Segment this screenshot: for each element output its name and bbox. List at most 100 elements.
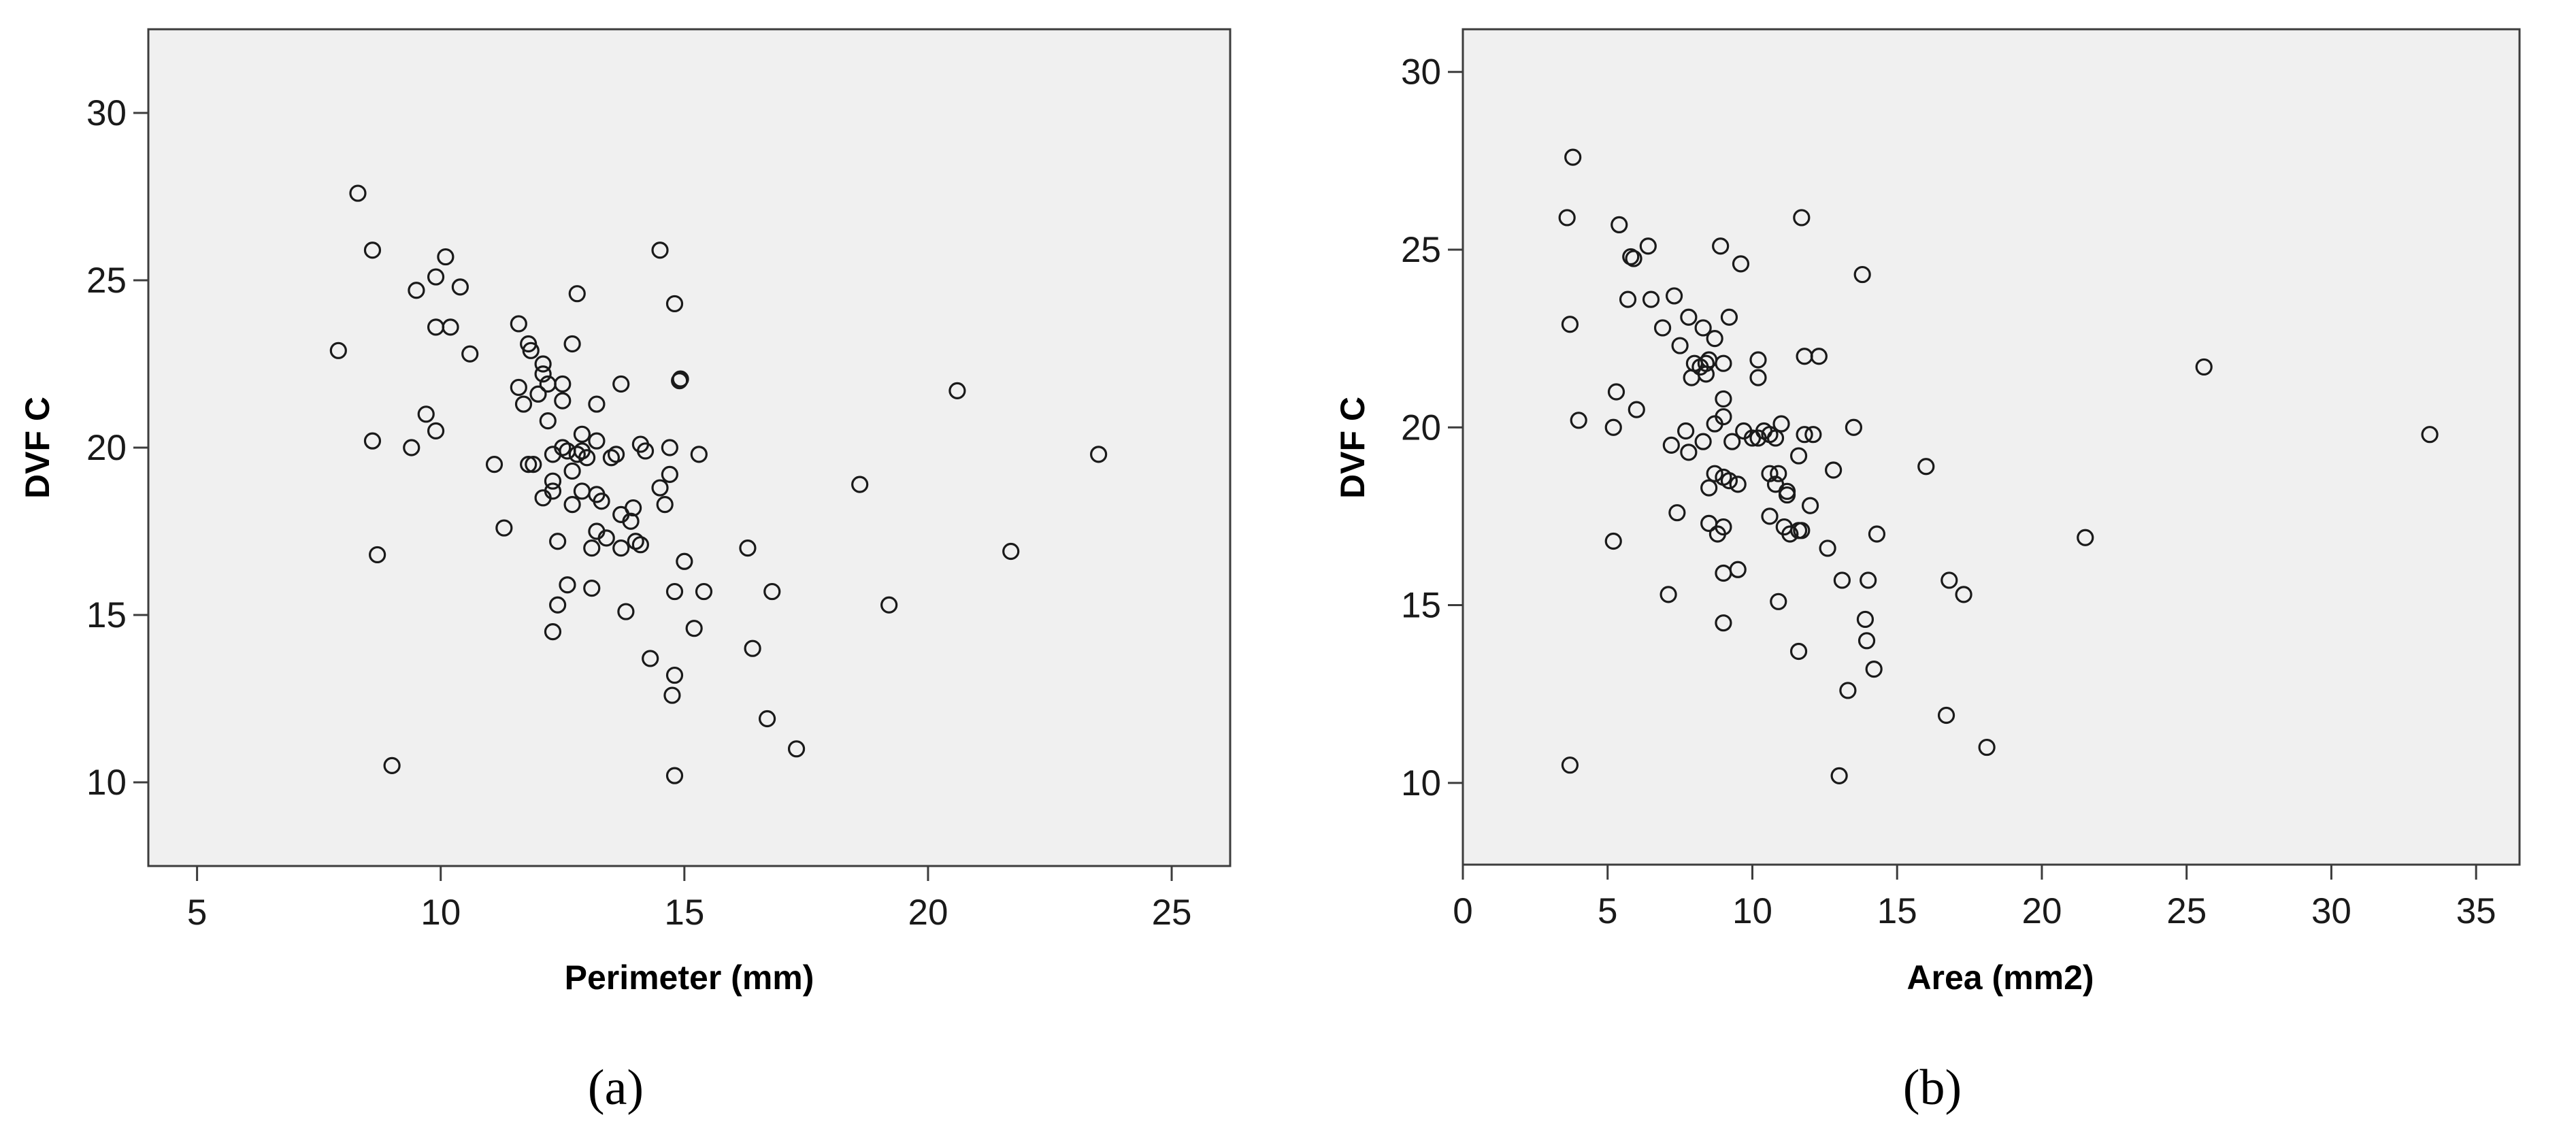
data-point	[1570, 412, 1587, 429]
panel-label-b: (b)	[1903, 1060, 1962, 1116]
data-point	[1853, 265, 1871, 284]
data-point	[1625, 250, 1642, 267]
data-point	[1955, 586, 1972, 603]
data-point	[1659, 586, 1677, 603]
y-tick-label-b: 20	[1401, 407, 1441, 448]
axes-a: 5 10 15 20 25 10 15 20 25 30	[86, 93, 1191, 933]
data-point	[549, 596, 567, 614]
data-point	[1604, 532, 1622, 550]
data-point	[383, 756, 401, 775]
data-point	[573, 425, 591, 443]
data-point	[349, 184, 367, 202]
data-point	[651, 242, 669, 259]
data-point	[663, 686, 681, 704]
data-point	[544, 482, 562, 500]
data-point	[549, 533, 567, 550]
data-point	[672, 370, 689, 388]
data-point	[554, 392, 572, 410]
data-point	[1700, 479, 1718, 497]
data-point	[1694, 319, 1712, 337]
data-point	[442, 318, 459, 336]
x-tick-label-a: 15	[664, 893, 704, 933]
data-point	[1706, 465, 1723, 482]
data-point	[1622, 248, 1640, 266]
data-point	[563, 496, 581, 514]
data-point	[763, 582, 781, 601]
data-point	[1729, 476, 1747, 493]
data-point	[665, 666, 684, 684]
data-point	[651, 479, 669, 497]
data-point	[597, 529, 615, 547]
data-point	[534, 365, 552, 383]
data-point	[1793, 522, 1811, 539]
data-point	[1804, 426, 1822, 444]
data-point	[1978, 738, 1996, 756]
x-tick-label-b: 0	[1453, 891, 1472, 931]
data-point	[1778, 482, 1796, 500]
data-point	[510, 315, 527, 333]
data-point	[625, 499, 642, 517]
data-point	[1720, 308, 1738, 326]
data-point	[607, 446, 625, 463]
data-point	[695, 582, 713, 601]
data-point	[1865, 660, 1883, 678]
data-point	[1729, 561, 1747, 578]
data-point	[520, 455, 538, 473]
plot-area-a	[147, 28, 1232, 867]
x-axis-title-b: Area (mm2)	[1906, 959, 2094, 997]
data-point	[1801, 497, 1819, 514]
data-point	[622, 512, 640, 530]
data-point	[1825, 461, 1843, 479]
y-tick-label-b: 10	[1401, 763, 1441, 803]
data-point	[1781, 525, 1799, 543]
data-point	[1789, 642, 1808, 661]
data-point	[1749, 369, 1767, 386]
data-point	[329, 342, 347, 359]
data-point	[851, 476, 869, 493]
data-point	[1868, 525, 1886, 543]
data-point	[510, 378, 527, 397]
plot-area-b	[1462, 28, 2521, 866]
data-point	[539, 412, 557, 430]
data-point	[363, 432, 382, 450]
panel-b: 0 5 10 15 20 25 30 35 10 15 20 25 30 Area (mm2) DVF …	[1334, 28, 2521, 1116]
data-point	[1561, 756, 1579, 774]
data-point	[1839, 682, 1857, 699]
data-point	[1002, 542, 1020, 561]
data-point	[1619, 290, 1637, 308]
data-point	[1642, 290, 1660, 308]
data-point	[1671, 337, 1689, 354]
data-point	[495, 519, 513, 537]
axes-b: 0 5 10 15 20 25 30 35 10 15 20 25 30	[1401, 52, 2496, 931]
data-point	[403, 439, 420, 456]
x-tick-label-b: 10	[1732, 891, 1772, 931]
points-b	[1558, 148, 2439, 784]
data-point	[656, 496, 674, 514]
data-point	[1770, 465, 1787, 482]
data-point	[554, 439, 572, 456]
data-point	[529, 385, 547, 403]
data-point	[1796, 426, 1813, 444]
data-point	[1770, 593, 1787, 610]
data-point	[612, 375, 630, 393]
data-point	[685, 620, 703, 637]
y-tick-label-b: 15	[1401, 586, 1441, 626]
data-point	[427, 422, 445, 440]
data-point	[588, 432, 606, 450]
data-point	[617, 603, 635, 620]
data-point	[1723, 433, 1741, 450]
data-point	[612, 539, 630, 557]
panel-label-a: (a)	[588, 1060, 644, 1116]
data-point	[744, 639, 761, 657]
data-point	[2195, 358, 2213, 376]
data-point	[437, 248, 455, 266]
points-a	[329, 184, 1108, 784]
data-point	[568, 285, 586, 303]
data-point	[1561, 316, 1579, 333]
x-tick-label-b: 5	[1598, 891, 1617, 931]
data-point	[1856, 610, 1875, 629]
data-point	[1917, 458, 1935, 476]
data-point	[427, 268, 445, 286]
panel-a: 5 10 15 20 25 10 15 20 25 30 Perimeter (mm) DVF C…	[18, 28, 1232, 1116]
y-tick-label-a: 25	[86, 261, 127, 301]
